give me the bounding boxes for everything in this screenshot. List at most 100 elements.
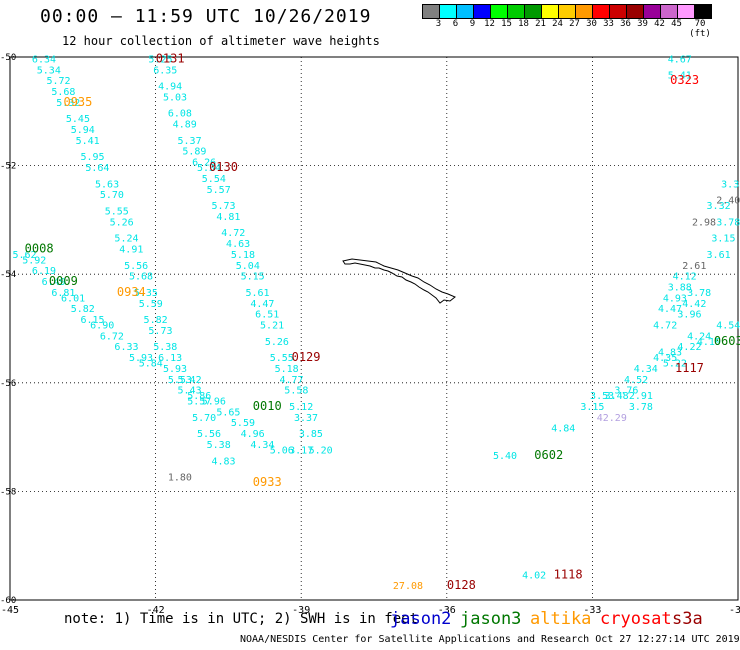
swh-value: 5.63 bbox=[95, 179, 119, 190]
swh-value: 3.61 bbox=[707, 250, 731, 261]
pass-time-label: 0603 bbox=[714, 334, 740, 348]
legend-entry-altika: altika bbox=[530, 609, 592, 629]
swh-value: 5.37 bbox=[178, 136, 202, 147]
swh-value: 3.78 bbox=[716, 217, 740, 228]
pass-time-label: 0008 bbox=[25, 241, 54, 255]
swh-value: 5.92 bbox=[22, 255, 46, 266]
swh-value: 3.85 bbox=[299, 429, 323, 440]
pass-time-label: 0131 bbox=[156, 51, 185, 65]
pass-time-label: 0602 bbox=[534, 448, 563, 462]
colorbar-label: 18 bbox=[518, 19, 529, 29]
swh-value: 4.24 bbox=[687, 331, 711, 342]
colorbar-label: 6 bbox=[452, 19, 459, 29]
swh-value: 5.62 bbox=[13, 250, 37, 261]
pass-time-label: 0934 bbox=[117, 285, 146, 299]
swh-value: 5.32 bbox=[56, 98, 80, 109]
lon-tick-label: -45 bbox=[1, 605, 19, 616]
swh-value: 5.42 bbox=[178, 375, 202, 386]
colorbar-swatch bbox=[490, 4, 507, 19]
map-subtitle: 12 hour collection of altimeter wave hei… bbox=[62, 34, 380, 48]
swh-value: 5.22 bbox=[663, 359, 687, 370]
pass-time-labels: 0131 0935 0130 0008 0009 0934 0129 0010 0933 0602… bbox=[25, 51, 740, 592]
swh-value: 5.61 bbox=[245, 288, 269, 299]
colorbar-label: 70 (ft) bbox=[689, 19, 711, 39]
swh-value: 5.20 bbox=[309, 445, 333, 456]
pass-time-label: 0129 bbox=[292, 350, 321, 364]
colorbar-label: 27 bbox=[569, 19, 580, 29]
swh-value: 1.80 bbox=[168, 473, 192, 484]
swh-value: 5.82 bbox=[144, 315, 168, 326]
swh-value: 6.34 bbox=[32, 54, 56, 65]
swh-value: 5.41 bbox=[668, 71, 692, 82]
lat-tick-label: -52 bbox=[0, 162, 16, 172]
swh-value: 3.88 bbox=[668, 282, 692, 293]
colorbar-swatch bbox=[643, 4, 660, 19]
colorbar-label: 42 bbox=[654, 19, 665, 29]
swh-value: 5.82 bbox=[71, 304, 95, 315]
pass-time-label: 1118 bbox=[554, 567, 583, 581]
lon-tick-label: -39 bbox=[292, 605, 310, 616]
south-georgia-coastline bbox=[342, 258, 456, 304]
swh-value: 2.91 bbox=[629, 391, 653, 402]
legend-entry-cryosat: cryosat bbox=[600, 609, 672, 629]
swh-value: 4.42 bbox=[682, 299, 706, 310]
swh-value: 4.77 bbox=[279, 375, 303, 386]
island-outline bbox=[342, 258, 456, 304]
swh-value: 6.81 bbox=[51, 288, 75, 299]
swh-value: 4.22 bbox=[677, 342, 701, 353]
swh-value: 5.03 bbox=[163, 92, 187, 103]
swh-value: 5.59 bbox=[231, 418, 255, 429]
swh-value: 5.73 bbox=[148, 326, 172, 337]
swh-value: 5.64 bbox=[85, 163, 109, 174]
swh-value: 3.32 bbox=[707, 201, 731, 212]
swh-value: 5.54 bbox=[202, 174, 226, 185]
lon-tick-label: -33 bbox=[583, 605, 601, 616]
swh-value: 42.29 bbox=[597, 413, 627, 424]
swh-value: 4.94 bbox=[158, 82, 182, 93]
swh-value: 5.84 bbox=[139, 359, 163, 370]
colorbar-swatch bbox=[541, 4, 558, 19]
swh-value: 6.08 bbox=[168, 109, 192, 120]
lon-tick-label: -30 bbox=[729, 605, 740, 616]
swh-value: 3.53 bbox=[590, 391, 614, 402]
colorbar-label: 15 bbox=[501, 19, 512, 29]
swh-value: 4.96 bbox=[241, 429, 265, 440]
swh-value: 5.68 bbox=[129, 272, 153, 283]
colorbar-swatch bbox=[507, 4, 524, 19]
pass-time-label: 0009 bbox=[49, 274, 78, 288]
swh-value: 5.34 bbox=[37, 65, 61, 76]
swh-value: 5.26 bbox=[110, 217, 134, 228]
swh-value: 4.72 bbox=[221, 228, 245, 239]
swh-value: 4.12 bbox=[673, 272, 697, 283]
swh-value: 5.96 bbox=[202, 397, 226, 408]
lon-tick-label: -42 bbox=[147, 605, 165, 616]
swh-value: 4.47 bbox=[658, 304, 682, 315]
colorbar-labels: 3 6 9 12 15 18 21 24 27 30 33 36 39 42 45 70 (ft) bbox=[430, 19, 715, 39]
swh-value: 6.72 bbox=[100, 331, 124, 342]
swh-value: 3.32 bbox=[721, 179, 740, 190]
swh-value: 5.89 bbox=[182, 147, 206, 158]
pass-time-label: 0010 bbox=[253, 399, 282, 413]
colorbar-label: 33 bbox=[603, 19, 614, 29]
swh-value: 2.61 bbox=[682, 261, 706, 272]
swh-value: 5.56 bbox=[124, 261, 148, 272]
credit-line: NOAA/NESDIS Center for Satellite Applica… bbox=[240, 634, 740, 645]
swh-value: 4.67 bbox=[668, 54, 692, 65]
colorbar-label: 36 bbox=[620, 19, 631, 29]
colorbar-swatch bbox=[558, 4, 575, 19]
swh-value: 27.08 bbox=[393, 581, 423, 592]
swh-value: 5.24 bbox=[114, 234, 138, 245]
legend-entry-jason3: jason3 bbox=[460, 609, 522, 629]
swh-value: 5.57 bbox=[187, 397, 211, 408]
swh-value: 5.25 bbox=[148, 54, 172, 65]
swh-value: 5.55 bbox=[105, 206, 129, 217]
swh-value: 5.06 bbox=[270, 445, 294, 456]
colorbar-swatch bbox=[422, 4, 439, 19]
pass-time-label: 0130 bbox=[209, 160, 238, 174]
pass-time-label: 0933 bbox=[253, 475, 282, 489]
swh-value: 4.19 bbox=[697, 337, 721, 348]
swh-value: 3.76 bbox=[614, 386, 638, 397]
swh-value: 5.34 bbox=[197, 163, 221, 174]
swh-value: 4.83 bbox=[211, 456, 235, 467]
swh-value: 6.33 bbox=[114, 342, 138, 353]
